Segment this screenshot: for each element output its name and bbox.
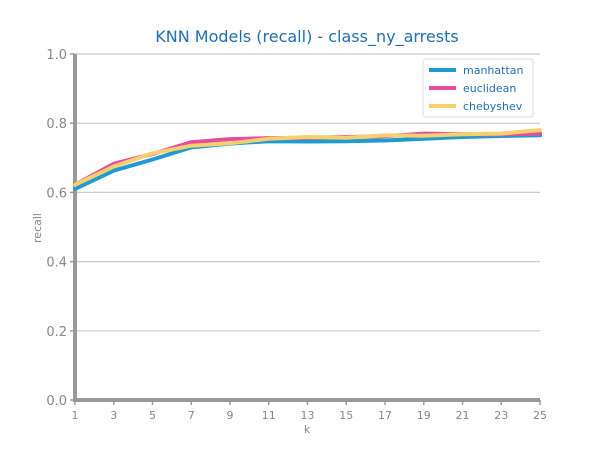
x-tick-label: 11	[262, 409, 276, 422]
y-tick-label: 0.0	[46, 394, 67, 409]
legend-label-manhattan: manhattan	[463, 64, 524, 77]
y-tick-label: 0.6	[46, 186, 67, 201]
series-lines	[73, 128, 542, 191]
legend-label-chebyshev: chebyshev	[463, 100, 523, 113]
x-tick-label: 5	[149, 409, 156, 422]
x-tick-label: 13	[301, 409, 315, 422]
x-axis-label: k	[304, 423, 311, 436]
legend-label-euclidean: euclidean	[463, 82, 516, 95]
x-tick-label: 9	[227, 409, 234, 422]
x-tick-label: 7	[188, 409, 195, 422]
x-tick-label: 1	[72, 409, 79, 422]
y-ticks: 0.0 0.2 0.4 0.6 0.8 1.0	[46, 48, 75, 409]
x-tick-label: 15	[339, 409, 353, 422]
y-tick-label: 0.2	[46, 325, 67, 340]
series-line-manhattan	[73, 133, 542, 191]
y-axis-label: recall	[31, 213, 44, 243]
y-tick-label: 1.0	[46, 48, 67, 63]
x-ticks: 1 3 5 7 9 11 13 15 17 19 21 23 25	[72, 400, 547, 422]
grid-lines	[75, 53, 540, 332]
x-tick-label: 21	[456, 409, 470, 422]
x-tick-label: 17	[378, 409, 392, 422]
x-tick-label: 3	[110, 409, 117, 422]
x-tick-label: 23	[494, 409, 508, 422]
y-tick-label: 0.8	[46, 117, 67, 132]
x-tick-label: 25	[533, 409, 547, 422]
legend: manhattan euclidean chebyshev	[422, 58, 534, 118]
legend-box	[422, 58, 534, 118]
y-tick-label: 0.4	[46, 256, 67, 271]
series-line-chebyshev	[73, 128, 542, 187]
x-tick-label: 19	[417, 409, 431, 422]
chart-title: KNN Models (recall) - class_ny_arrests	[155, 27, 458, 47]
